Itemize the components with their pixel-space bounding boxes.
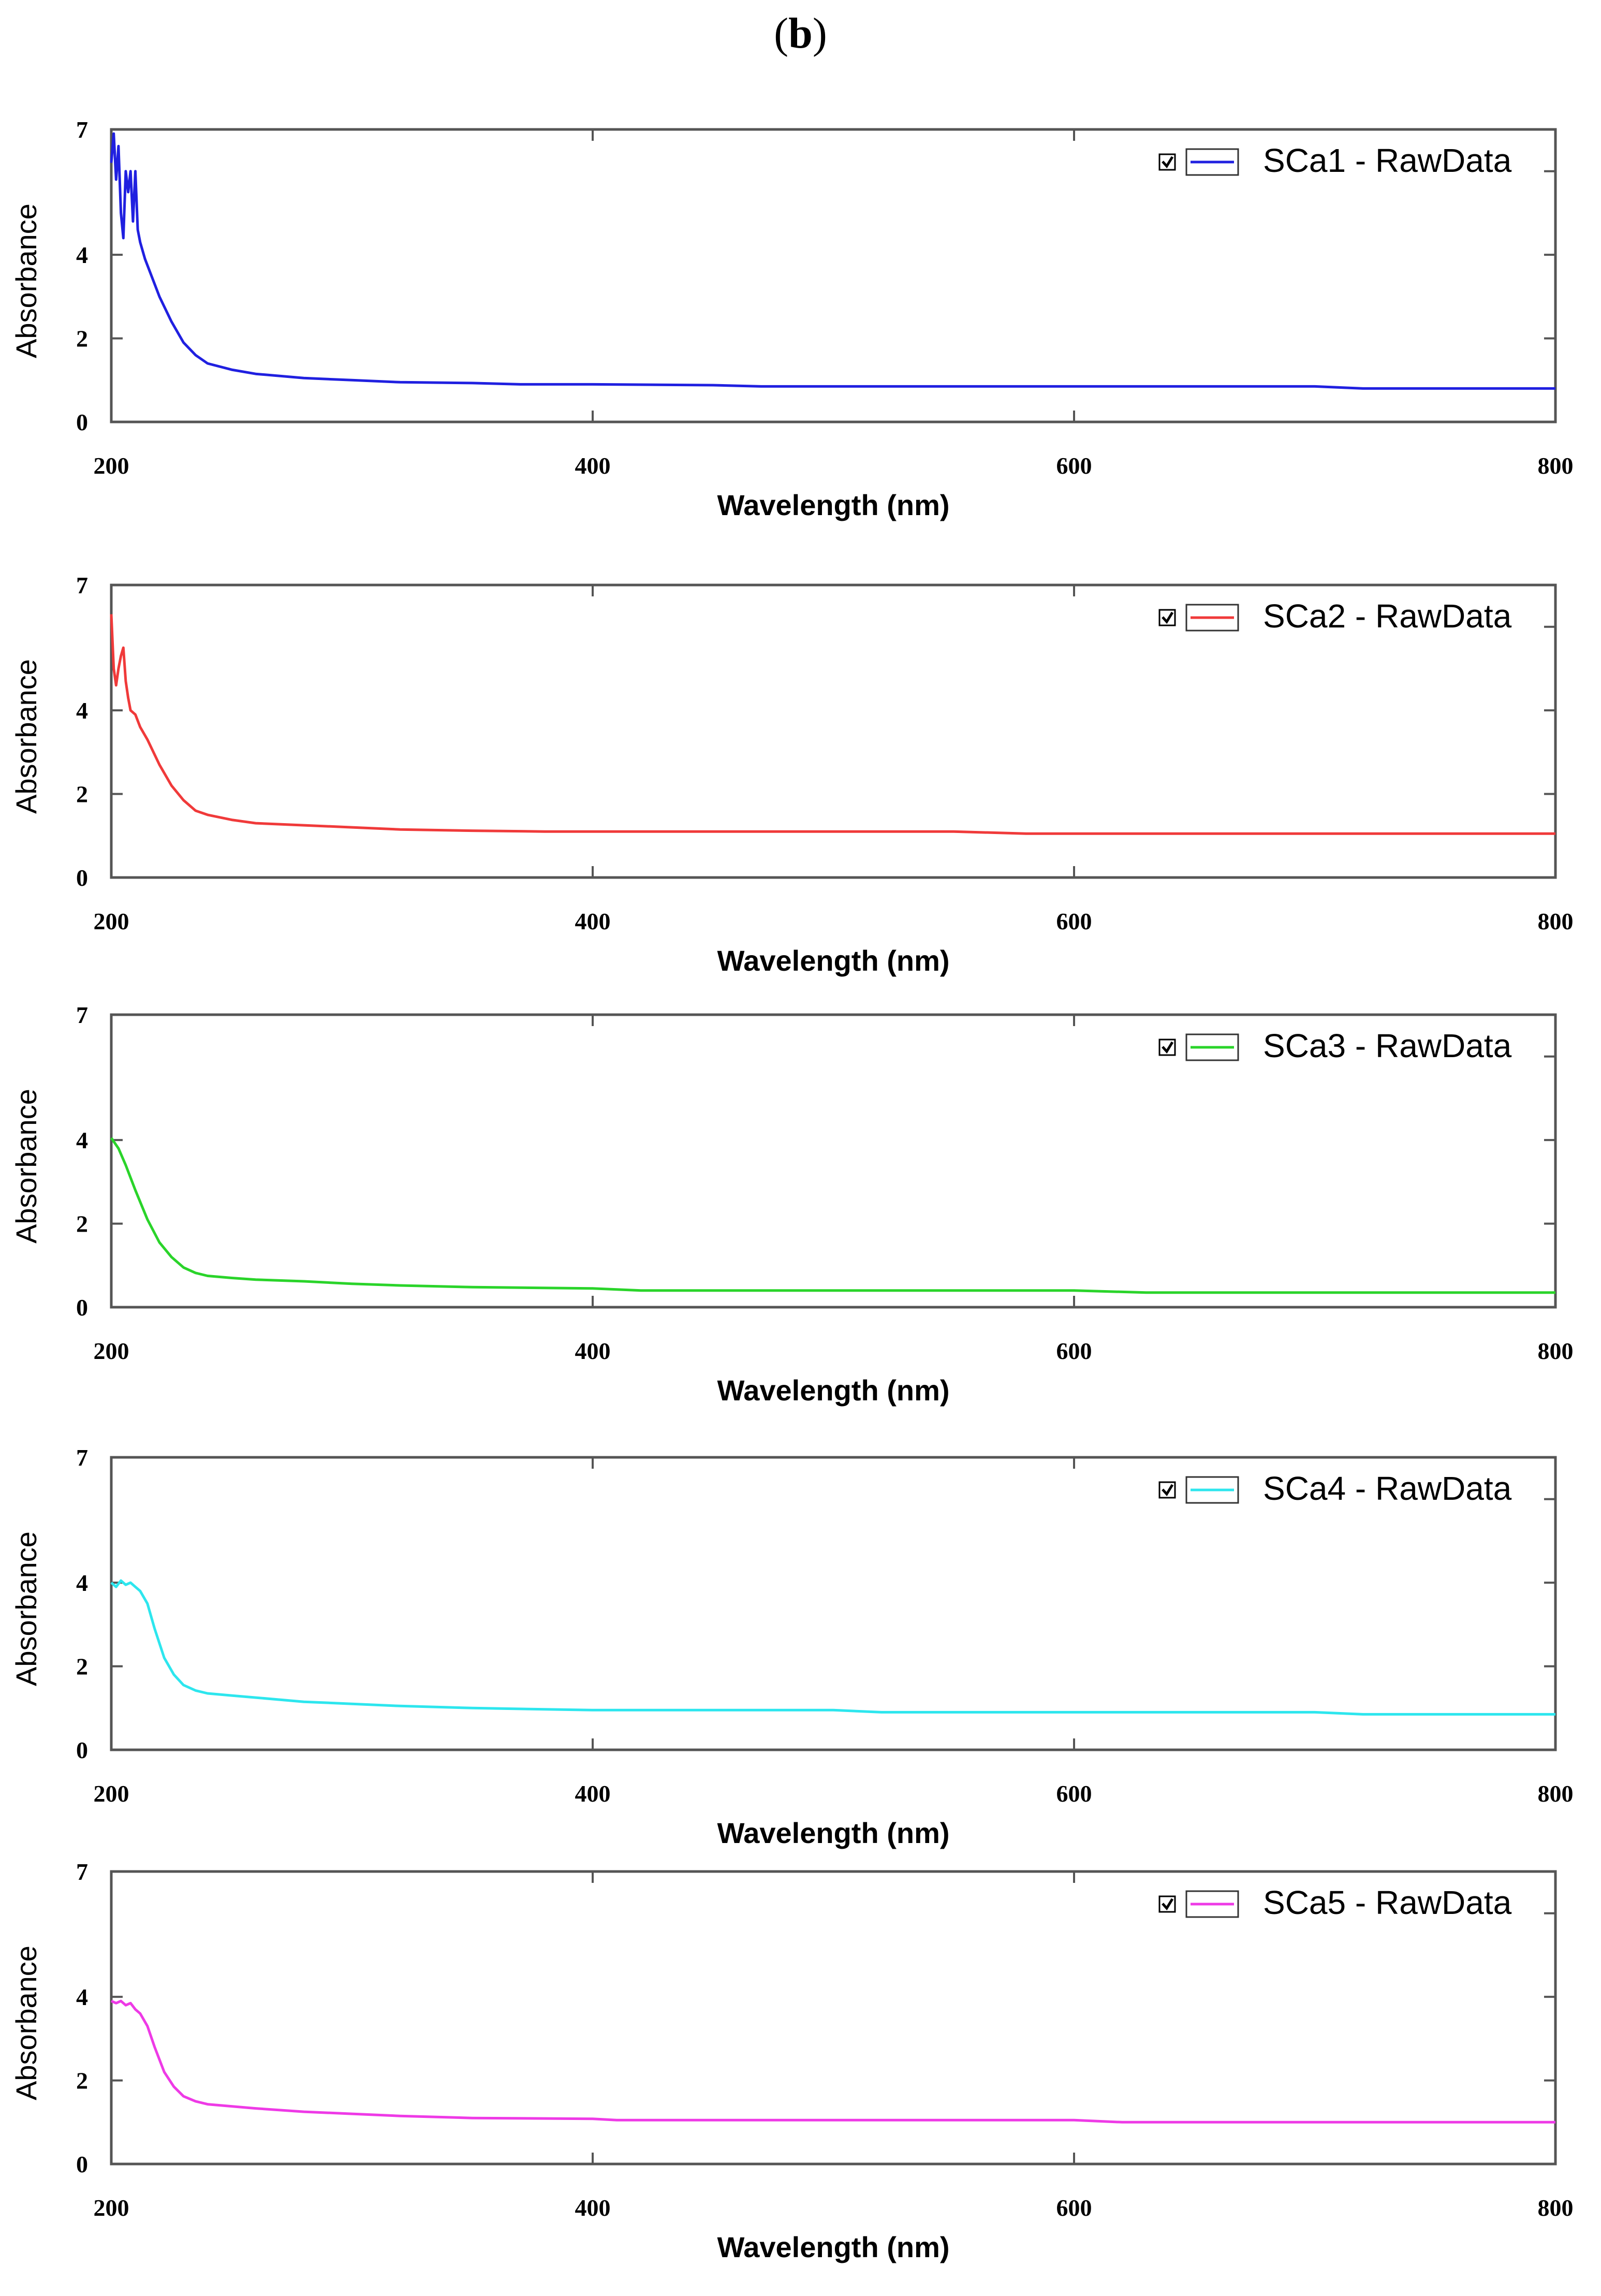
series-line — [110, 1137, 1555, 1294]
y-tick-label: 2 — [76, 326, 88, 352]
x-tick-label: 200 — [94, 452, 129, 479]
y-tick-label: 4 — [76, 1570, 88, 1596]
y-tick-label: 2 — [76, 1654, 88, 1680]
y-tick-label: 4 — [76, 697, 88, 724]
x-tick-label: 400 — [575, 1780, 611, 1807]
y-tick-label: 2 — [76, 781, 88, 808]
legend-label: SCa4 - RawData — [1263, 1470, 1512, 1507]
y-tick-label: 4 — [76, 1984, 88, 2010]
x-tick-label: 800 — [1538, 908, 1574, 934]
y-tick-label: 4 — [76, 242, 88, 268]
x-tick-label: 800 — [1538, 1780, 1574, 1807]
legend: SCa3 - RawData — [1158, 1027, 1512, 1064]
y-tick-label: 2 — [76, 2068, 88, 2094]
y-tick-label: 7 — [76, 116, 88, 143]
y-axis-title: Absorbance — [10, 1946, 42, 2100]
chart-panel-1: 200 400 600 800 0 2 4 7 Wavelength (nm) Absorbanc… — [10, 116, 1574, 521]
x-tick-label: 200 — [94, 1780, 129, 1807]
chart-panel-2: 200 400 600 800 0 2 4 7 Wavelength (nm) Absorbanc… — [10, 572, 1574, 977]
plot-frame — [110, 128, 1557, 423]
y-tick-label: 2 — [76, 1211, 88, 1237]
y-tick-label: 0 — [76, 1294, 88, 1321]
y-tick-label: 0 — [76, 1737, 88, 1763]
y-axis-title: Absorbance — [10, 1531, 42, 1686]
x-axis-title: Wavelength (nm) — [717, 489, 949, 521]
x-tick-label: 200 — [94, 2195, 129, 2221]
x-tick-label: 600 — [1056, 452, 1092, 479]
plot-frame — [110, 1013, 1557, 1309]
x-tick-label: 600 — [1056, 1338, 1092, 1364]
y-tick-label: 7 — [76, 1444, 88, 1471]
series-line — [110, 1999, 1555, 2124]
series-line — [110, 132, 1555, 390]
y-axis-title: Absorbance — [10, 1089, 42, 1244]
plot-frame — [110, 1456, 1557, 1751]
legend-label: SCa5 - RawData — [1263, 1884, 1512, 1921]
x-tick-label: 200 — [94, 908, 129, 934]
x-tick-label: 200 — [94, 1338, 129, 1364]
chart-panel-4: 200 400 600 800 0 2 4 7 Wavelength (nm) Absorbanc… — [10, 1444, 1574, 1849]
legend: SCa2 - RawData — [1158, 597, 1512, 635]
series-line — [110, 1579, 1555, 1716]
check-icon — [1162, 1484, 1174, 1497]
x-axis-title: Wavelength (nm) — [717, 2231, 949, 2263]
legend-label: SCa3 - RawData — [1263, 1027, 1512, 1064]
x-axis-title: Wavelength (nm) — [717, 944, 949, 977]
y-tick-label: 7 — [76, 572, 88, 598]
y-tick-label: 4 — [76, 1127, 88, 1153]
x-axis-title: Wavelength (nm) — [717, 1374, 949, 1407]
y-tick-label: 0 — [76, 409, 88, 435]
check-icon — [1162, 1041, 1174, 1054]
y-tick-label: 7 — [76, 1002, 88, 1028]
x-tick-label: 400 — [575, 2195, 611, 2221]
x-tick-label: 800 — [1538, 2195, 1574, 2221]
y-axis-title: Absorbance — [10, 659, 42, 814]
legend-label: SCa2 - RawData — [1263, 597, 1512, 635]
chart-panel-5: 200 400 600 800 0 2 4 7 Wavelength (nm) Absorbanc… — [10, 1859, 1574, 2263]
x-tick-label: 400 — [575, 908, 611, 934]
y-axis-title: Absorbance — [10, 203, 42, 358]
legend: SCa5 - RawData — [1158, 1884, 1512, 1921]
x-axis-title: Wavelength (nm) — [717, 1817, 949, 1849]
y-tick-label: 7 — [76, 1859, 88, 1885]
plot-frame — [110, 583, 1557, 879]
x-tick-label: 400 — [575, 1338, 611, 1364]
plot-frame — [110, 1870, 1557, 2166]
check-icon — [1162, 611, 1174, 624]
y-tick-label: 0 — [76, 865, 88, 891]
x-tick-label: 600 — [1056, 908, 1092, 934]
check-icon — [1162, 1898, 1174, 1911]
x-tick-label: 600 — [1056, 1780, 1092, 1807]
x-tick-label: 800 — [1538, 452, 1574, 479]
chart-panel-3: 200 400 600 800 0 2 4 7 Wavelength (nm) Absorbanc… — [10, 1002, 1574, 1407]
figure-label: (b) — [774, 9, 827, 57]
y-tick-label: 0 — [76, 2151, 88, 2177]
legend-label: SCa1 - RawData — [1263, 142, 1512, 179]
legend: SCa4 - RawData — [1158, 1470, 1512, 1507]
check-icon — [1162, 156, 1174, 169]
series-line — [110, 614, 1555, 835]
x-tick-label: 400 — [575, 452, 611, 479]
x-tick-label: 800 — [1538, 1338, 1574, 1364]
legend: SCa1 - RawData — [1158, 142, 1512, 179]
x-tick-label: 600 — [1056, 2195, 1092, 2221]
